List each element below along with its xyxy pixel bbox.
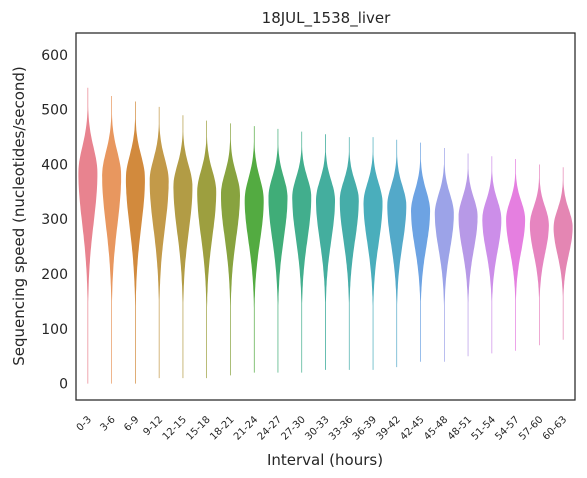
violin-24-27 <box>268 128 288 373</box>
x-axis-label: Interval (hours) <box>267 451 383 469</box>
violin-51-54 <box>482 156 502 354</box>
violin-9-12 <box>149 106 169 379</box>
violin-39-42 <box>387 139 407 368</box>
violin-0-3 <box>78 87 98 384</box>
y-tick-label: 300 <box>41 212 68 228</box>
violin-60-63 <box>553 167 573 340</box>
plot-frame <box>75 32 576 401</box>
violin-21-24 <box>244 126 264 373</box>
violin-30-33 <box>316 134 335 370</box>
violin-6-9 <box>125 101 145 384</box>
violin-33-36 <box>339 137 359 370</box>
y-tick-label: 500 <box>41 103 68 119</box>
y-axis-label: Sequencing speed (nucleotides/second) <box>10 66 28 366</box>
violins <box>78 87 573 384</box>
violin-48-51 <box>458 153 478 357</box>
violin-42-45 <box>411 142 431 362</box>
violin-18-21 <box>221 123 240 376</box>
y-tick-label: 200 <box>41 267 68 283</box>
violin-3-6 <box>102 96 122 384</box>
y-axis-ticks: 0 100 200 300 400 500 600 <box>41 48 68 393</box>
chart-title: 18JUL_1538_liver <box>262 9 391 28</box>
y-tick-label: 100 <box>41 322 68 338</box>
y-tick-label: 600 <box>41 48 68 64</box>
violin-45-48 <box>434 148 454 362</box>
y-tick-label: 0 <box>59 377 68 393</box>
violin-36-39 <box>363 137 383 370</box>
violin-12-15 <box>173 115 193 379</box>
y-tick-label: 400 <box>41 157 68 173</box>
violin-27-30 <box>292 131 312 373</box>
violin-54-57 <box>506 159 526 351</box>
violin-57-60 <box>529 164 549 346</box>
violin-15-18 <box>197 120 217 379</box>
